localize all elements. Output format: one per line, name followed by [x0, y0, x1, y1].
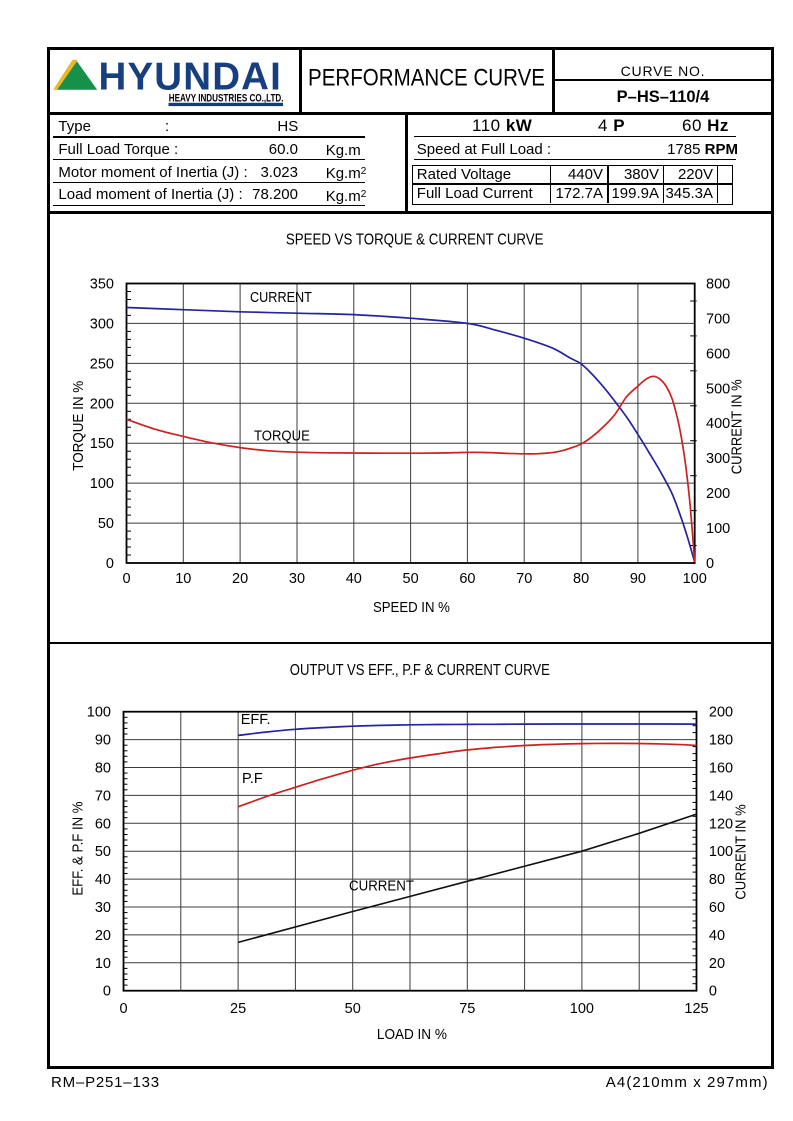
- svg-text:50: 50: [403, 571, 419, 587]
- svg-text:400: 400: [706, 416, 730, 432]
- svg-text:20: 20: [232, 571, 248, 587]
- svg-text:0: 0: [709, 984, 717, 1000]
- svg-text:0: 0: [122, 571, 130, 587]
- svg-text:700: 700: [706, 311, 730, 327]
- svg-text:160: 160: [709, 761, 733, 777]
- svg-text:10: 10: [175, 571, 191, 587]
- svg-text:125: 125: [684, 1001, 708, 1017]
- svg-text:0: 0: [706, 556, 714, 572]
- svg-text:50: 50: [345, 1001, 361, 1017]
- svg-text:140: 140: [709, 788, 733, 804]
- svg-text:50: 50: [95, 844, 111, 860]
- svg-text:60: 60: [709, 900, 725, 916]
- svg-text:200: 200: [90, 396, 114, 412]
- svg-text:30: 30: [289, 571, 305, 587]
- svg-text:300: 300: [90, 316, 114, 332]
- svg-text:800: 800: [706, 277, 730, 293]
- svg-text:0: 0: [119, 1001, 127, 1017]
- svg-text:70: 70: [95, 788, 111, 804]
- svg-text:20: 20: [709, 956, 725, 972]
- svg-text:200: 200: [709, 705, 733, 721]
- svg-text:150: 150: [90, 436, 114, 452]
- svg-text:120: 120: [709, 816, 733, 832]
- svg-text:CURRENT: CURRENT: [250, 289, 312, 305]
- svg-text:100: 100: [709, 844, 733, 860]
- svg-text:P.F: P.F: [242, 771, 263, 787]
- svg-text:90: 90: [630, 571, 646, 587]
- svg-text:25: 25: [230, 1001, 246, 1017]
- svg-text:100: 100: [90, 476, 114, 492]
- svg-text:10: 10: [95, 956, 111, 972]
- svg-text:EFF. & P.F IN %: EFF. & P.F IN %: [69, 801, 86, 896]
- svg-text:60: 60: [459, 571, 475, 587]
- svg-text:20: 20: [95, 928, 111, 944]
- svg-text:HYUNDAI: HYUNDAI: [99, 56, 282, 99]
- svg-text:600: 600: [706, 346, 730, 362]
- svg-text:EFF.: EFF.: [241, 712, 271, 728]
- svg-text:80: 80: [709, 872, 725, 888]
- svg-text:0: 0: [103, 984, 111, 1000]
- svg-text:OUTPUT VS EFF., P.F & CURRENT: OUTPUT VS EFF., P.F & CURRENT CURVE: [290, 662, 550, 680]
- svg-text:TORQUE IN %: TORQUE IN %: [70, 381, 87, 471]
- svg-text:100: 100: [706, 521, 730, 537]
- svg-text:HEAVY INDUSTRIES CO.,LTD.: HEAVY INDUSTRIES CO.,LTD.: [169, 92, 284, 105]
- svg-text:80: 80: [573, 571, 589, 587]
- svg-text:100: 100: [87, 705, 111, 721]
- svg-text:SPEED IN %: SPEED IN %: [373, 598, 450, 615]
- svg-text:180: 180: [709, 733, 733, 749]
- svg-text:SPEED VS TORQUE & CURRENT CURV: SPEED VS TORQUE & CURRENT CURVE: [286, 231, 544, 248]
- svg-text:CURRENT IN %: CURRENT IN %: [727, 379, 744, 474]
- svg-text:90: 90: [95, 733, 111, 749]
- svg-text:75: 75: [459, 1001, 475, 1017]
- svg-text:500: 500: [706, 381, 730, 397]
- svg-text:350: 350: [90, 277, 114, 293]
- svg-text:300: 300: [706, 451, 730, 467]
- svg-text:250: 250: [90, 356, 114, 372]
- svg-text:70: 70: [516, 571, 532, 587]
- svg-text:CURRENT: CURRENT: [349, 877, 414, 894]
- svg-text:CURRENT IN %: CURRENT IN %: [732, 804, 749, 899]
- svg-text:40: 40: [346, 571, 362, 587]
- svg-text:40: 40: [95, 872, 111, 888]
- svg-text:40: 40: [709, 928, 725, 944]
- svg-text:30: 30: [95, 900, 111, 916]
- svg-text:60: 60: [95, 816, 111, 832]
- svg-text:0: 0: [106, 556, 114, 572]
- svg-text:PERFORMANCE CURVE: PERFORMANCE CURVE: [308, 64, 545, 91]
- svg-text:100: 100: [570, 1001, 594, 1017]
- svg-text:100: 100: [683, 571, 707, 587]
- svg-text:TORQUE: TORQUE: [254, 427, 310, 444]
- svg-text:80: 80: [95, 761, 111, 777]
- svg-text:200: 200: [706, 486, 730, 502]
- svg-text:LOAD IN %: LOAD IN %: [377, 1027, 447, 1044]
- svg-text:50: 50: [98, 516, 114, 532]
